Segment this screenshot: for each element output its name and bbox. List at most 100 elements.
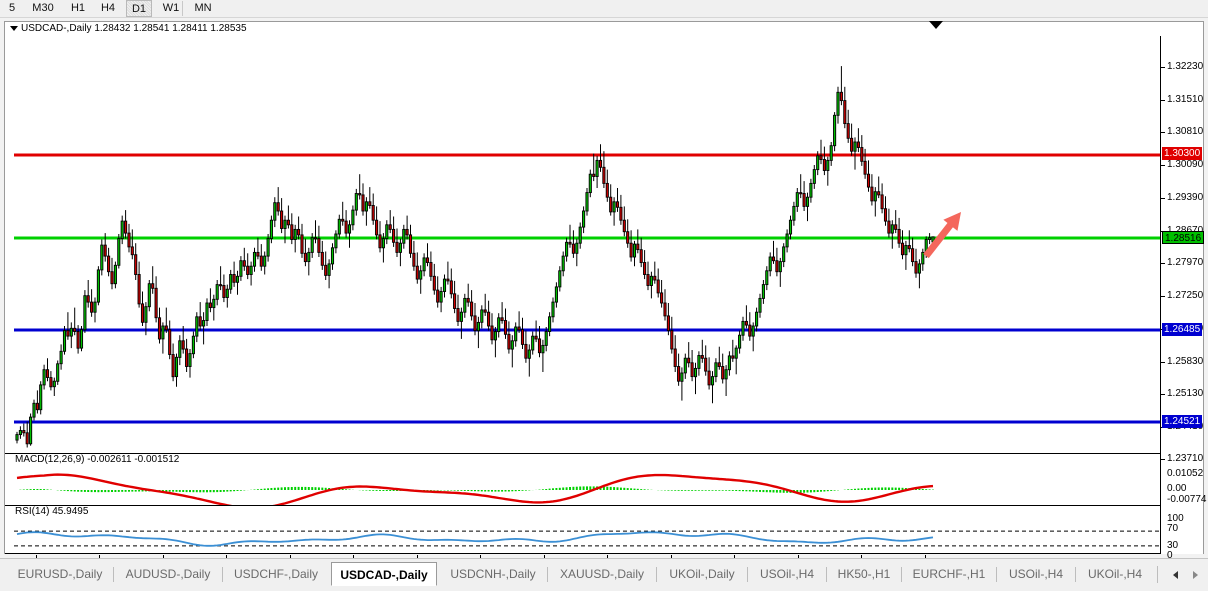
candle <box>717 346 721 370</box>
chart-tab-eurchfh1[interactable]: EURCHF-,H1 <box>912 567 986 581</box>
resistance-price-tag[interactable]: 1.30300 <box>1162 147 1203 160</box>
price-scale[interactable]: 1.32230 1.31510 1.30810 1.30090 1.29390 1.286… <box>1160 36 1206 561</box>
date-tick <box>226 555 227 559</box>
candle <box>836 86 840 124</box>
chart-tab-hk50h1[interactable]: HK50-,H1 <box>837 567 891 581</box>
candle <box>639 237 643 268</box>
timeframe-button-w1[interactable]: W1 <box>162 2 180 14</box>
candle-body <box>782 246 786 263</box>
candle-body <box>212 298 216 309</box>
candle-body <box>795 192 799 207</box>
candle-body <box>69 327 73 337</box>
candle-body <box>205 302 209 321</box>
candle-body <box>507 333 511 350</box>
candle <box>385 220 389 245</box>
candle <box>56 360 60 385</box>
candle <box>324 251 328 280</box>
rsi-pane[interactable]: RSI(14) 45.9495 <box>5 505 1160 554</box>
candle-body <box>680 372 684 382</box>
candle <box>446 261 450 285</box>
candle <box>748 312 752 341</box>
candle-body <box>280 210 284 229</box>
candle <box>568 224 572 248</box>
candle <box>816 151 820 176</box>
candle-body <box>666 315 670 332</box>
timeframe-button-m30[interactable]: M30 <box>32 2 54 14</box>
candle <box>710 371 715 404</box>
candle <box>585 188 589 216</box>
candle-body <box>56 363 60 382</box>
candle-body <box>96 269 100 303</box>
date-tick <box>480 555 481 559</box>
chart-tab-xauusddaily[interactable]: XAUUSD-,Daily <box>559 567 644 581</box>
candle-body <box>90 301 94 313</box>
candle-body <box>575 242 579 254</box>
date-tick <box>99 555 100 559</box>
timeframe-button-mn[interactable]: MN <box>194 2 212 14</box>
price-tick-mark <box>1161 165 1165 166</box>
support-price-tag-2[interactable]: 1.24521 <box>1162 415 1203 428</box>
candle-body <box>73 327 77 332</box>
candle <box>493 327 497 358</box>
chart-tab-usdcaddaily[interactable]: USDCAD-,Daily <box>331 562 437 586</box>
candle-body <box>670 330 674 350</box>
candle-body <box>358 193 362 196</box>
chart-tab-ukoilh4[interactable]: UKOil-,H4 <box>1087 567 1142 581</box>
arrow-left-icon[interactable] <box>1172 569 1181 581</box>
candle <box>232 261 236 287</box>
timeframe-button-h4[interactable]: H4 <box>100 2 116 14</box>
timeframe-button-h1[interactable]: H1 <box>70 2 86 14</box>
chart-tab-bar: EURUSD-,Daily AUDUSD-,Daily USDCHF-,Daily U… <box>0 558 1208 591</box>
bullish-arrow-head[interactable] <box>943 212 961 231</box>
chart-tab-usoilh4[interactable]: USOil-,H4 <box>759 567 814 581</box>
candle-body <box>544 331 548 346</box>
macd-pane[interactable]: MACD(12,26,9) -0.002611 -0.001512 <box>5 453 1160 506</box>
tab-divider <box>747 567 748 582</box>
candle <box>860 135 864 166</box>
candle-body <box>398 242 402 253</box>
candle <box>527 344 531 377</box>
chart-tab-ukoildaily[interactable]: UKOil-,Daily <box>669 567 735 581</box>
bullish-arrow-shaft[interactable] <box>923 216 958 259</box>
arrow-right-icon[interactable] <box>1190 569 1199 581</box>
candle-body <box>191 335 195 355</box>
candle-body <box>195 316 199 337</box>
price-pane[interactable] <box>5 36 1160 453</box>
candle-body <box>293 228 297 240</box>
candle <box>866 160 871 192</box>
support-price-tag-1[interactable]: 1.26485 <box>1162 323 1203 336</box>
timeframe-button-d1[interactable]: D1 <box>126 0 152 17</box>
candle-body <box>503 320 508 335</box>
candle <box>32 399 36 421</box>
current-price-tag[interactable]: 1.28516 <box>1162 231 1205 244</box>
candle <box>914 248 918 278</box>
price-tick-label: 1.25830 <box>1167 356 1204 367</box>
chart-tab-eurusddaily[interactable]: EURUSD-,Daily <box>17 567 103 581</box>
candle-body <box>171 354 175 378</box>
candle <box>894 210 898 234</box>
candle <box>157 307 162 344</box>
candle-body <box>578 226 582 244</box>
candle <box>785 229 789 253</box>
chart-tab-usdcnhdaily[interactable]: USDCNH-,Daily <box>450 567 536 581</box>
chart-tab-audusddaily[interactable]: AUDUSD-,Daily <box>125 567 211 581</box>
candle-body <box>32 402 36 418</box>
candle <box>263 251 267 275</box>
candle-body <box>561 255 565 272</box>
candle <box>181 326 185 354</box>
triangle-down-icon[interactable] <box>10 26 18 31</box>
candle-body <box>785 233 789 248</box>
date-tick <box>36 555 37 559</box>
candle <box>805 192 810 222</box>
candle <box>839 66 843 106</box>
candle <box>90 289 94 317</box>
chart-tab-usdchfdaily[interactable]: USDCHF-,Daily <box>234 567 318 581</box>
price-tick-mark <box>1161 394 1165 395</box>
candle <box>561 251 565 277</box>
candle-body <box>907 245 911 250</box>
chart-tab-usoilh4[interactable]: USOil-,H4 <box>1008 567 1063 581</box>
candle-body <box>130 246 134 256</box>
timeframe-button-5[interactable]: 5 <box>8 2 16 14</box>
candle-body <box>402 228 406 244</box>
candle <box>768 252 772 277</box>
